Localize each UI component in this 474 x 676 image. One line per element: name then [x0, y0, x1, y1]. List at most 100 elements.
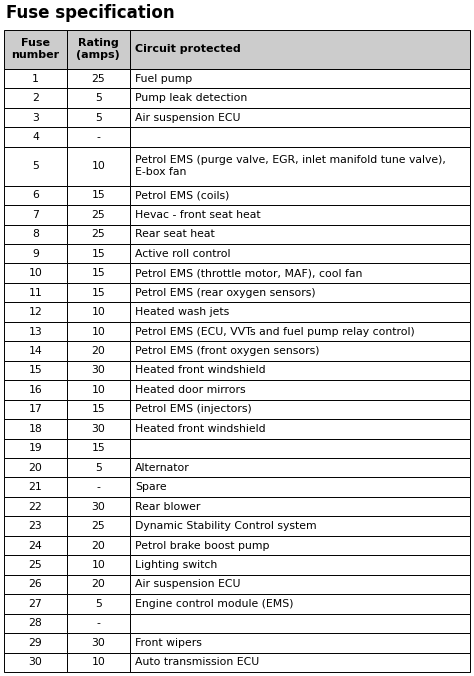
Bar — [130, 69, 470, 89]
Text: 20: 20 — [91, 541, 105, 550]
Text: 6: 6 — [32, 191, 39, 200]
Bar — [67, 283, 130, 302]
Text: 15: 15 — [91, 443, 105, 454]
Text: Air suspension ECU: Air suspension ECU — [135, 579, 240, 589]
Bar — [130, 555, 470, 575]
Text: 9: 9 — [32, 249, 39, 259]
Bar — [130, 322, 470, 341]
Text: 10: 10 — [91, 307, 105, 317]
Bar — [4, 419, 67, 439]
Bar — [4, 614, 67, 633]
Text: Rating
(amps): Rating (amps) — [76, 39, 120, 60]
Bar — [67, 594, 130, 614]
Bar — [67, 147, 130, 186]
Bar — [4, 380, 67, 400]
Text: 8: 8 — [32, 229, 39, 239]
Text: Rear seat heat: Rear seat heat — [135, 229, 215, 239]
Bar — [4, 497, 67, 516]
Bar — [67, 30, 130, 69]
Text: 15: 15 — [28, 366, 42, 375]
Text: 10: 10 — [28, 268, 42, 279]
Text: 18: 18 — [28, 424, 42, 434]
Text: 29: 29 — [28, 638, 42, 648]
Text: Heated front windshield: Heated front windshield — [135, 424, 265, 434]
Bar — [4, 283, 67, 302]
Bar — [67, 89, 130, 107]
Bar — [67, 536, 130, 555]
Bar — [4, 439, 67, 458]
Text: 24: 24 — [28, 541, 42, 550]
Bar — [4, 652, 67, 672]
Bar — [130, 30, 470, 69]
Bar — [4, 400, 67, 419]
Text: Petrol EMS (coils): Petrol EMS (coils) — [135, 191, 229, 200]
Bar — [130, 652, 470, 672]
Text: Fuel pump: Fuel pump — [135, 74, 192, 84]
Text: Dynamic Stability Control system: Dynamic Stability Control system — [135, 521, 317, 531]
Bar — [67, 341, 130, 361]
Bar — [67, 439, 130, 458]
Text: 19: 19 — [28, 443, 42, 454]
Text: 20: 20 — [91, 579, 105, 589]
Text: 5: 5 — [95, 599, 102, 609]
Text: 15: 15 — [91, 268, 105, 279]
Bar — [67, 497, 130, 516]
Bar — [130, 497, 470, 516]
Text: Petrol EMS (throttle motor, MAF), cool fan: Petrol EMS (throttle motor, MAF), cool f… — [135, 268, 362, 279]
Bar — [130, 400, 470, 419]
Text: 15: 15 — [91, 404, 105, 414]
Bar — [130, 458, 470, 477]
Text: 27: 27 — [28, 599, 42, 609]
Text: -: - — [96, 132, 100, 142]
Bar — [4, 107, 67, 127]
Text: Petrol EMS (ECU, VVTs and fuel pump relay control): Petrol EMS (ECU, VVTs and fuel pump rela… — [135, 327, 415, 337]
Text: 22: 22 — [28, 502, 42, 512]
Text: 20: 20 — [91, 346, 105, 356]
Bar — [67, 458, 130, 477]
Text: 30: 30 — [28, 657, 42, 667]
Text: 15: 15 — [91, 249, 105, 259]
Text: Hevac - front seat heat: Hevac - front seat heat — [135, 210, 260, 220]
Bar — [4, 322, 67, 341]
Bar — [130, 224, 470, 244]
Bar — [4, 147, 67, 186]
Text: Lighting switch: Lighting switch — [135, 560, 217, 570]
Bar — [67, 322, 130, 341]
Bar — [67, 361, 130, 380]
Text: Petrol EMS (injectors): Petrol EMS (injectors) — [135, 404, 252, 414]
Bar — [67, 264, 130, 283]
Bar — [67, 186, 130, 205]
Text: Heated door mirrors: Heated door mirrors — [135, 385, 246, 395]
Text: 23: 23 — [28, 521, 42, 531]
Bar — [4, 633, 67, 652]
Text: Active roll control: Active roll control — [135, 249, 230, 259]
Bar — [130, 361, 470, 380]
Bar — [4, 244, 67, 264]
Text: 3: 3 — [32, 112, 39, 122]
Text: Petrol EMS (purge valve, EGR, inlet manifold tune valve),
E-box fan: Petrol EMS (purge valve, EGR, inlet mani… — [135, 155, 446, 177]
Bar — [4, 458, 67, 477]
Text: 10: 10 — [91, 161, 105, 171]
Bar — [130, 127, 470, 147]
Text: Circuit protected: Circuit protected — [135, 45, 241, 55]
Bar — [130, 107, 470, 127]
Text: 10: 10 — [91, 327, 105, 337]
Text: 7: 7 — [32, 210, 39, 220]
Bar — [130, 205, 470, 224]
Bar — [4, 127, 67, 147]
Text: 30: 30 — [91, 366, 105, 375]
Bar — [67, 69, 130, 89]
Text: Pump leak detection: Pump leak detection — [135, 93, 247, 103]
Text: 25: 25 — [91, 229, 105, 239]
Bar — [130, 439, 470, 458]
Bar — [130, 536, 470, 555]
Text: 25: 25 — [91, 521, 105, 531]
Bar — [4, 594, 67, 614]
Text: 26: 26 — [28, 579, 42, 589]
Text: 13: 13 — [28, 327, 42, 337]
Text: 25: 25 — [28, 560, 42, 570]
Bar — [67, 614, 130, 633]
Text: 12: 12 — [28, 307, 42, 317]
Text: 5: 5 — [32, 161, 39, 171]
Bar — [4, 575, 67, 594]
